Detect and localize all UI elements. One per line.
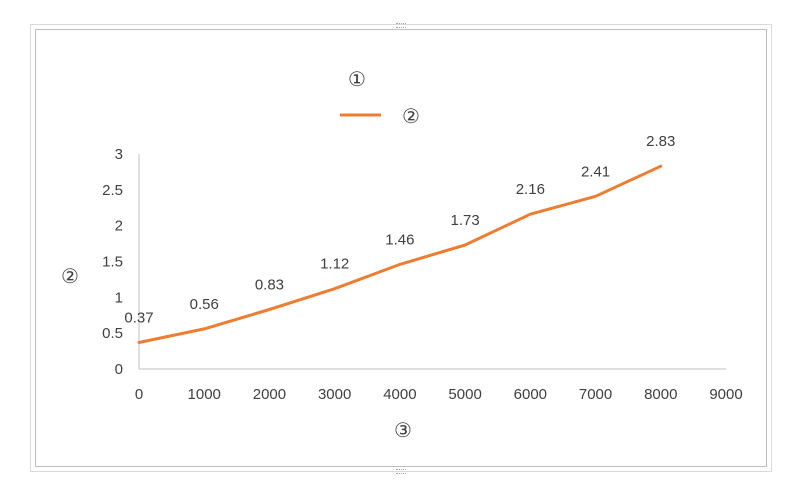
y-tick-label: 3 (115, 146, 123, 163)
data-label: 0.37 (124, 309, 153, 326)
axes (138, 154, 726, 370)
series-layer (137, 164, 663, 344)
legend: ② (340, 106, 420, 128)
chart-title: ① (348, 69, 366, 91)
legend-label: ② (402, 106, 420, 128)
x-tick-label: 8000 (644, 386, 677, 403)
data-label: 2.16 (516, 181, 545, 198)
x-tick-label: 9000 (709, 386, 742, 403)
y-tick-label: 1 (115, 289, 123, 306)
x-tick-label: 5000 (448, 386, 481, 403)
x-axis-title: ③ (394, 420, 412, 442)
y-tick-label: 1.5 (102, 254, 123, 271)
resize-handle-top[interactable] (396, 23, 406, 28)
data-label: 2.83 (646, 133, 675, 150)
y-tick-label: 0 (115, 361, 123, 378)
x-tick-label: 4000 (383, 386, 416, 403)
chart-area (35, 29, 767, 467)
x-tick-label: 3000 (318, 386, 351, 403)
data-labels: 0.37 0.56 0.83 1.12 1.46 1.73 2.16 2.41 2.83 (124, 133, 675, 326)
resize-handle-bottom[interactable] (396, 469, 406, 474)
x-tick-label: 7000 (579, 386, 612, 403)
chart-frame[interactable] (30, 24, 772, 472)
x-tick-label: 2000 (253, 386, 286, 403)
tick-labels: 0 0.5 1 1.5 2 2.5 3 0 1000 2000 3000 4000 5000 6000 70… (102, 146, 743, 403)
data-label: 0.83 (255, 277, 284, 294)
y-axis-title: ② (61, 266, 79, 288)
data-label: 1.46 (385, 231, 414, 248)
x-tick-label: 1000 (188, 386, 221, 403)
series-line (137, 164, 663, 344)
data-label: 1.73 (451, 212, 480, 229)
data-label: 0.56 (190, 296, 219, 313)
data-label: 2.41 (581, 163, 610, 180)
data-label: 1.12 (320, 256, 349, 273)
x-tick-label: 0 (135, 386, 143, 403)
y-tick-label: 0.5 (102, 325, 123, 342)
y-tick-label: 2.5 (102, 182, 123, 199)
x-tick-label: 6000 (514, 386, 547, 403)
y-tick-label: 2 (115, 218, 123, 235)
